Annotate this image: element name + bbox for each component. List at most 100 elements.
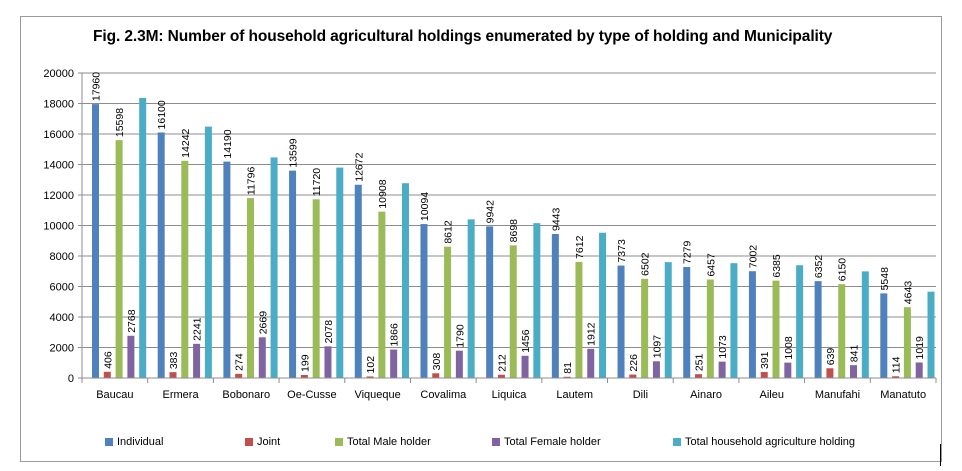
data-label: 1912 xyxy=(586,322,598,346)
data-label: 7002 xyxy=(747,245,759,269)
bar xyxy=(312,199,320,378)
bar xyxy=(92,104,99,379)
bar xyxy=(181,160,189,378)
data-label: 7612 xyxy=(574,235,586,259)
bar xyxy=(641,278,649,378)
bar xyxy=(652,361,660,378)
bar xyxy=(486,226,494,378)
bar xyxy=(366,376,374,378)
bar xyxy=(903,307,911,378)
bar xyxy=(246,198,254,378)
bar xyxy=(706,279,714,378)
data-label: 2669 xyxy=(257,311,269,335)
x-tick-label: Manatuto xyxy=(880,389,926,401)
data-label: 6457 xyxy=(705,253,717,277)
legend-item: Total household agriculture holding xyxy=(673,436,855,448)
data-label: 1008 xyxy=(783,336,795,360)
y-tick-label: 18000 xyxy=(43,99,74,111)
y-tick-label: 2000 xyxy=(50,343,74,355)
data-label: 102 xyxy=(365,356,377,374)
bar xyxy=(892,376,900,378)
x-tick-label: Liquica xyxy=(492,389,528,401)
bar xyxy=(127,335,135,378)
data-label: 199 xyxy=(299,354,311,372)
bar xyxy=(850,365,858,378)
bar xyxy=(455,350,463,378)
bar xyxy=(575,261,583,378)
data-label: 1790 xyxy=(454,324,466,348)
bar xyxy=(193,343,201,378)
bar xyxy=(467,219,475,378)
bar xyxy=(169,372,177,378)
x-tick-label: Dili xyxy=(633,389,648,401)
x-tick-label: Covalima xyxy=(420,389,467,401)
bar xyxy=(354,184,362,378)
bar xyxy=(336,167,344,378)
y-tick-label: 14000 xyxy=(43,160,74,172)
x-tick-label: Aileu xyxy=(760,389,784,401)
y-tick-label: 8000 xyxy=(50,251,74,263)
data-label: 639 xyxy=(825,348,837,366)
data-label: 391 xyxy=(759,351,771,369)
value-labels: 17960 406 15598 2768 16100 383 14242 2241 14190 2… xyxy=(91,72,927,374)
x-axis: Baucau Ermera Bobonaro Oe-Cusse Viqueque Cova… xyxy=(81,73,937,401)
data-label: 1866 xyxy=(389,323,401,347)
bar xyxy=(563,376,571,378)
data-label: 8698 xyxy=(508,219,520,243)
data-label: 841 xyxy=(849,344,861,362)
x-tick-label: Oe-Cusse xyxy=(287,389,337,401)
bar xyxy=(258,337,266,378)
legend-label: Total household agriculture holding xyxy=(685,436,856,448)
legend-label: Total Male holder xyxy=(347,436,431,448)
data-label: 7373 xyxy=(616,239,628,263)
data-label: 10094 xyxy=(419,192,431,221)
bar xyxy=(139,97,147,378)
bar xyxy=(289,170,297,378)
bar xyxy=(814,281,822,378)
data-label: 9942 xyxy=(485,200,497,224)
data-label: 212 xyxy=(496,354,508,372)
bar xyxy=(880,293,888,378)
data-label: 7279 xyxy=(682,240,694,264)
bar xyxy=(664,262,672,378)
bar xyxy=(444,246,452,378)
data-label: 16100 xyxy=(156,100,168,129)
data-label: 1019 xyxy=(914,336,926,360)
bar xyxy=(235,373,243,378)
x-tick-label: Manufahi xyxy=(815,389,860,401)
data-label: 6502 xyxy=(640,252,652,276)
bar xyxy=(497,374,505,378)
bar xyxy=(432,373,440,378)
bar xyxy=(270,157,278,378)
data-label: 2078 xyxy=(323,320,335,344)
legend-item: Individual xyxy=(105,436,163,448)
bar xyxy=(223,161,231,378)
data-label: 10908 xyxy=(377,179,389,208)
data-label: 251 xyxy=(694,353,706,371)
bar xyxy=(915,362,923,378)
data-label: 226 xyxy=(628,354,640,372)
bar xyxy=(420,224,428,378)
bar xyxy=(772,280,780,378)
data-label: 11720 xyxy=(311,168,323,197)
y-tick-label: 10000 xyxy=(43,221,74,233)
data-label: 2768 xyxy=(126,309,138,333)
bar xyxy=(784,362,792,378)
data-label: 81 xyxy=(562,362,574,374)
bar xyxy=(838,284,846,378)
data-label: 1073 xyxy=(717,335,729,359)
bar xyxy=(533,223,541,378)
chart-title: Fig. 2.3M: Number of household agricultu… xyxy=(93,28,833,45)
data-label: 114 xyxy=(891,356,903,373)
data-label: 13599 xyxy=(288,138,300,167)
y-axis-ticks: 0 2000 4000 6000 8000 10000 12000 14000 16000 180… xyxy=(43,68,74,385)
x-tick-label: Ermera xyxy=(163,389,200,401)
data-label: 308 xyxy=(431,353,443,371)
bar xyxy=(748,271,756,378)
data-label: 2241 xyxy=(192,317,204,341)
bar xyxy=(718,361,726,378)
data-label: 6352 xyxy=(813,255,825,279)
data-label: 14242 xyxy=(180,128,192,157)
bar xyxy=(861,271,869,378)
